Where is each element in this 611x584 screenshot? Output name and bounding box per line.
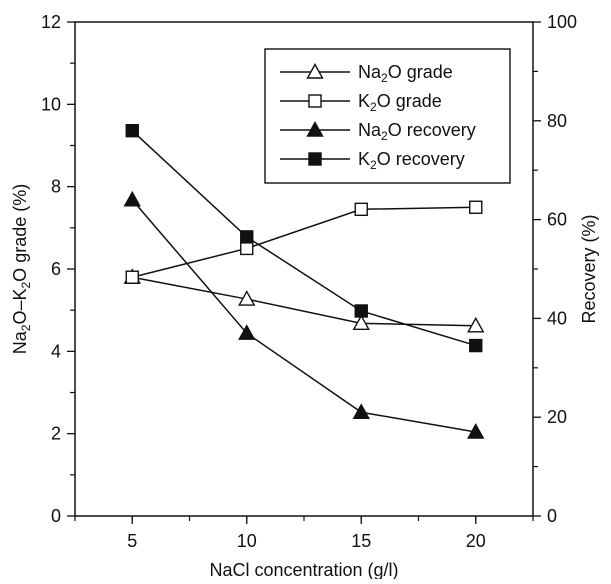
data-point: [469, 338, 483, 353]
y-right-tick-label: 20: [547, 407, 567, 427]
y-left-tick-label: 10: [41, 94, 61, 114]
y-right-axis-title: Recovery (%): [579, 214, 599, 323]
data-point: [238, 290, 256, 306]
y-right-tick-label: 0: [547, 506, 557, 526]
text-part: O grade: [377, 91, 442, 111]
legend-label: Na2O recovery: [358, 120, 476, 143]
legend-label: K2O recovery: [358, 149, 465, 172]
data-point: [354, 202, 368, 217]
data-point: [467, 423, 485, 439]
data-point: [238, 324, 256, 340]
series-layer: [123, 123, 485, 439]
text-part: O recovery: [388, 120, 476, 140]
x-axis-title: NaCl concentration (g/l): [209, 560, 398, 579]
text-part: K: [358, 149, 370, 169]
series-k2o-recovery: [125, 123, 483, 353]
data-point: [123, 190, 141, 207]
text-part: O grade (%): [10, 184, 30, 282]
x-tick-label: 5: [127, 531, 137, 551]
series-line: [132, 206, 476, 278]
data-point: [125, 123, 139, 138]
y-left-tick-label: 4: [51, 341, 61, 361]
data-point: [352, 314, 370, 331]
subscript: 2: [381, 71, 388, 85]
legend-label: Na2O grade: [358, 62, 453, 85]
y-right-tick-label: 40: [547, 308, 567, 328]
series-na2o-recovery: [123, 190, 485, 439]
text-part: Na: [10, 330, 30, 354]
series-k2o-grade: [125, 200, 483, 284]
y-left-axis-title: Na2O–K2O grade (%): [10, 184, 33, 354]
text-part: Na: [358, 62, 382, 82]
axis-left: 0 2 4 6 8 10 12: [41, 12, 75, 526]
y-right-tick-label: 100: [547, 12, 577, 32]
legend-marker: [308, 94, 322, 108]
legend-marker: [308, 152, 322, 166]
data-point: [467, 316, 485, 333]
data-point: [125, 270, 139, 284]
subscript: 2: [370, 158, 377, 172]
subscript: 2: [370, 100, 377, 114]
series-na2o-grade: [123, 268, 485, 333]
subscript: 2: [19, 282, 33, 289]
y-left-tick-label: 0: [51, 506, 61, 526]
axis-titles: NaCl concentration (g/l)Na2O–K2O grade (…: [10, 184, 599, 580]
series-line: [131, 199, 476, 433]
data-point: [240, 241, 254, 256]
y-left-tick-label: 6: [51, 259, 61, 279]
text-part: O grade: [388, 62, 453, 82]
x-tick-label: 15: [351, 531, 371, 551]
legend-marker: [306, 121, 324, 137]
axis-bottom: 5 10 15 20: [74, 516, 534, 551]
data-point: [352, 403, 370, 419]
series-line: [131, 130, 476, 347]
data-point: [240, 230, 254, 244]
legend-marker: [306, 63, 324, 79]
data-point: [354, 304, 368, 318]
axis-right: 0 20 40 60 80 100: [533, 12, 577, 526]
legend-label: K2O grade: [358, 91, 442, 114]
text-part: K: [358, 91, 370, 111]
y-right-tick-label: 60: [547, 210, 567, 230]
subscript: 2: [381, 129, 388, 143]
y-left-tick-label: 12: [41, 12, 61, 32]
y-left-tick-label: 8: [51, 177, 61, 197]
text-part: Na: [358, 120, 382, 140]
text-part: O recovery: [377, 149, 465, 169]
data-point: [469, 200, 483, 214]
y-right-tick-label: 80: [547, 111, 567, 131]
text-part: O–K: [10, 289, 30, 325]
y-left-tick-label: 2: [51, 424, 61, 444]
series-line: [132, 276, 476, 327]
x-tick-label: 20: [466, 531, 486, 551]
x-tick-label: 10: [237, 531, 257, 551]
subscript: 2: [19, 324, 33, 331]
